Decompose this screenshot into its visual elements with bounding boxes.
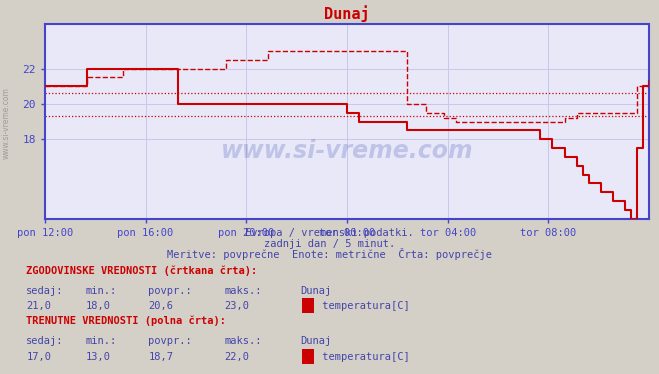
Text: 18,7: 18,7 <box>148 352 173 362</box>
Text: min.:: min.: <box>86 336 117 346</box>
Text: 18,0: 18,0 <box>86 301 111 311</box>
Text: sedaj:: sedaj: <box>26 336 64 346</box>
Text: Dunaj: Dunaj <box>300 286 331 295</box>
Title: Dunaj: Dunaj <box>324 5 370 22</box>
Text: povpr.:: povpr.: <box>148 286 192 295</box>
Text: zadnji dan / 5 minut.: zadnji dan / 5 minut. <box>264 239 395 249</box>
Text: 23,0: 23,0 <box>224 301 249 311</box>
Text: 20,6: 20,6 <box>148 301 173 311</box>
Text: www.si-vreme.com: www.si-vreme.com <box>2 88 11 159</box>
Text: temperatura[C]: temperatura[C] <box>316 352 410 362</box>
Text: min.:: min.: <box>86 286 117 295</box>
Text: www.si-vreme.com: www.si-vreme.com <box>221 139 473 163</box>
Text: TRENUTNE VREDNOSTI (polna črta):: TRENUTNE VREDNOSTI (polna črta): <box>26 316 226 326</box>
Text: Dunaj: Dunaj <box>300 336 331 346</box>
Text: maks.:: maks.: <box>224 336 262 346</box>
Text: sedaj:: sedaj: <box>26 286 64 295</box>
Text: Evropa / vremenski podatki.: Evropa / vremenski podatki. <box>245 228 414 237</box>
Text: 22,0: 22,0 <box>224 352 249 362</box>
Text: Meritve: povprečne  Enote: metrične  Črta: povprečje: Meritve: povprečne Enote: metrične Črta:… <box>167 248 492 260</box>
Text: 17,0: 17,0 <box>26 352 51 362</box>
Text: 21,0: 21,0 <box>26 301 51 311</box>
Text: ZGODOVINSKE VREDNOSTI (črtkana črta):: ZGODOVINSKE VREDNOSTI (črtkana črta): <box>26 265 258 276</box>
Text: 13,0: 13,0 <box>86 352 111 362</box>
Text: povpr.:: povpr.: <box>148 336 192 346</box>
Text: maks.:: maks.: <box>224 286 262 295</box>
Text: temperatura[C]: temperatura[C] <box>316 301 410 311</box>
